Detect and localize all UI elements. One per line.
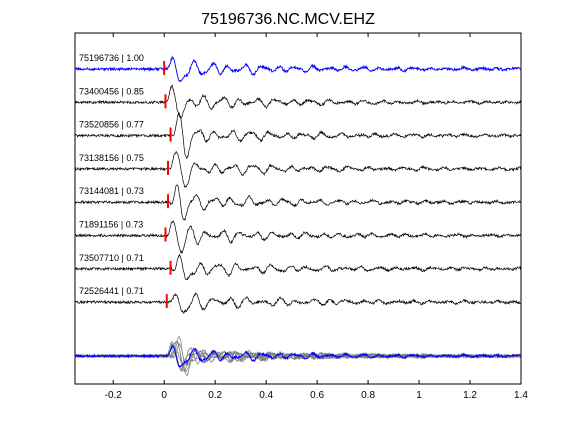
x-tick-label: 0.2 xyxy=(208,390,222,401)
trace-label-73400456: 73400456 | 0.85 xyxy=(79,86,144,96)
x-axis: -0.2 0 0.2 0.4 0.6 0.8 1 1.2 1.4 xyxy=(105,33,528,401)
trace-line-75196736 xyxy=(74,55,522,83)
trace-line-71891156 xyxy=(74,219,522,255)
overlay-stack xyxy=(74,335,522,377)
trace-label-73507710: 73507710 | 0.71 xyxy=(79,253,144,263)
x-tick-label: 0.6 xyxy=(310,390,324,401)
x-tick-label: 1.4 xyxy=(514,390,528,401)
plot-frame xyxy=(74,32,522,385)
x-tick-label: 0.8 xyxy=(361,390,375,401)
x-tick-label: 0 xyxy=(161,390,167,401)
trace-line-73138156 xyxy=(74,151,522,188)
chart-title: 75196736.NC.MCV.EHZ xyxy=(201,11,375,28)
trace-line-72526441 xyxy=(74,292,522,314)
trace-labels: 75196736 | 1.00 73400456 | 0.85 73520856 |… xyxy=(79,53,144,296)
x-tick-label: 0.4 xyxy=(259,390,273,401)
trace-line-73400456 xyxy=(74,84,522,120)
trace-line-73507710 xyxy=(74,253,522,281)
trace-label-75196736: 75196736 | 1.00 xyxy=(79,53,144,63)
trace-label-73520856: 73520856 | 0.77 xyxy=(79,120,144,130)
trace-label-71891156: 71891156 | 0.73 xyxy=(79,220,143,230)
overlay-line xyxy=(74,343,522,368)
x-tick-label: 1.2 xyxy=(463,390,477,401)
trace-label-73144081: 73144081 | 0.73 xyxy=(79,186,144,196)
traces-layer xyxy=(74,55,522,314)
trace-label-73138156: 73138156 | 0.75 xyxy=(79,153,144,163)
trace-label-72526441: 72526441 | 0.71 xyxy=(79,286,144,296)
x-tick-label: -0.2 xyxy=(105,390,123,401)
x-tick-label: 1 xyxy=(416,390,422,401)
trace-line-73520856 xyxy=(74,111,522,159)
trace-line-73144081 xyxy=(74,184,522,222)
